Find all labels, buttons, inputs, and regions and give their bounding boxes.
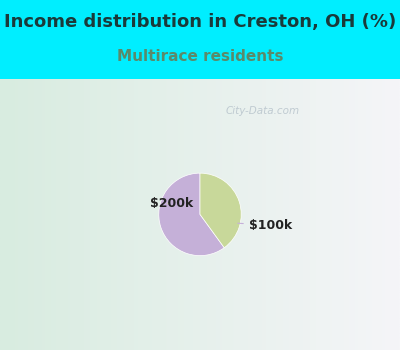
- Text: Income distribution in Creston, OH (%): Income distribution in Creston, OH (%): [4, 13, 396, 31]
- Text: $100k: $100k: [238, 219, 292, 232]
- Text: Multirace residents: Multirace residents: [117, 49, 283, 64]
- Wedge shape: [159, 173, 224, 256]
- Text: City-Data.com: City-Data.com: [225, 106, 300, 116]
- Text: $200k: $200k: [150, 197, 193, 210]
- Wedge shape: [200, 173, 241, 248]
